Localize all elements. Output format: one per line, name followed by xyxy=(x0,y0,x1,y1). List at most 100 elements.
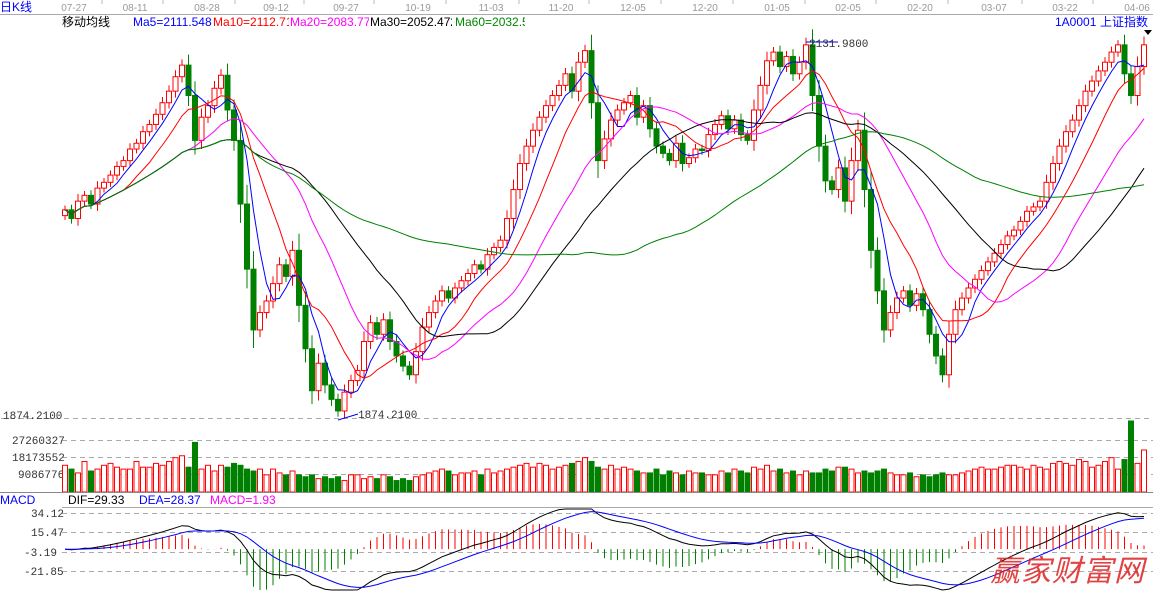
volume-bar xyxy=(582,457,588,493)
date-tick-label: 12-20 xyxy=(692,3,718,14)
candle-down xyxy=(842,167,848,202)
candle-up xyxy=(491,246,497,256)
period-label[interactable]: 日K线 xyxy=(0,0,32,14)
candle-down xyxy=(192,95,198,141)
volume-bar xyxy=(107,462,114,493)
candle-up xyxy=(686,157,692,165)
candle-up xyxy=(1030,206,1037,212)
date-tick-label: 08-11 xyxy=(123,3,148,14)
volume-bar xyxy=(289,470,296,493)
volume-bar xyxy=(400,478,406,493)
volume-bar xyxy=(341,480,348,493)
candle-down xyxy=(816,95,822,147)
macd-series xyxy=(64,508,1145,591)
candle-down xyxy=(244,203,250,270)
date-tick-label: 08-28 xyxy=(194,3,220,14)
candle-up xyxy=(166,90,172,104)
candle-up xyxy=(1134,66,1141,97)
candle-up xyxy=(952,309,959,335)
date-tick-label: 11-20 xyxy=(549,3,574,14)
ma20-value: Ma20=2083.776 xyxy=(290,15,377,29)
candle-up xyxy=(1063,131,1069,147)
volume-bar xyxy=(991,468,998,493)
volume-bar xyxy=(842,466,848,493)
candle-up xyxy=(1108,51,1115,63)
low-annotation-label: 1874.2100 xyxy=(358,410,417,422)
low-annotation: 1874.2100 xyxy=(337,410,417,422)
volume-bar xyxy=(88,470,94,493)
volume-bar xyxy=(634,470,640,493)
date-tick-label: 10-19 xyxy=(405,3,431,14)
volume-bar xyxy=(68,468,75,493)
candle-up xyxy=(1050,163,1056,183)
candle-up xyxy=(198,116,205,141)
volume-bar xyxy=(530,466,536,493)
candle-up xyxy=(341,391,348,412)
volume-bar xyxy=(348,474,354,493)
ma5-value: Ma5=2111.5480 xyxy=(133,15,219,29)
volume-bar xyxy=(250,470,257,493)
volume-bar xyxy=(679,474,686,493)
dea-line xyxy=(64,511,1145,588)
candle-up xyxy=(120,160,127,167)
dropdown-arrow-icon[interactable] xyxy=(1144,30,1152,35)
volume-bar xyxy=(335,476,341,493)
candle-down xyxy=(231,109,237,141)
candle-down xyxy=(660,145,666,154)
dif-value: DIF=29.33 xyxy=(68,493,125,507)
candle-up xyxy=(218,74,224,89)
volume-axis-label: 27260327 xyxy=(12,436,65,448)
candle-down xyxy=(237,139,244,205)
volume-bar xyxy=(731,468,738,493)
candle-down xyxy=(939,355,946,376)
volume-bar xyxy=(296,474,302,493)
volume-bar xyxy=(738,470,744,493)
candle-up xyxy=(536,116,543,131)
candle-up xyxy=(81,194,88,202)
volume-bar xyxy=(523,462,530,493)
ma20-line xyxy=(64,102,1145,360)
candle-down xyxy=(790,55,796,75)
candle-down xyxy=(393,341,400,357)
candle-down xyxy=(653,128,660,147)
volume-bar xyxy=(666,470,673,493)
volume-bar xyxy=(705,474,712,493)
volume-bar xyxy=(1128,420,1134,493)
indicator-label[interactable]: 移动均线 xyxy=(62,15,110,29)
volume-bar xyxy=(952,474,959,493)
candle-up xyxy=(530,129,536,147)
volume-bar xyxy=(933,474,939,493)
candle-up xyxy=(549,95,556,107)
candle-down xyxy=(1121,44,1128,75)
candle-up xyxy=(640,105,647,118)
candle-up xyxy=(1076,105,1082,121)
ma30-value: Ma30=2052.472 xyxy=(370,15,457,29)
volume-bar xyxy=(322,476,328,493)
candle-up xyxy=(978,270,985,280)
volume-bar xyxy=(101,464,107,493)
candle-up xyxy=(257,312,263,331)
candle-up xyxy=(848,160,855,202)
volume-bar xyxy=(868,472,874,493)
volume-bar xyxy=(998,466,1004,493)
volume-bar xyxy=(237,464,244,493)
candle-down xyxy=(868,189,874,251)
volume-bar xyxy=(413,476,419,493)
candle-down xyxy=(595,102,601,162)
candle-down xyxy=(874,249,881,292)
candle-up xyxy=(614,109,621,121)
volume-bar xyxy=(1134,462,1141,493)
volume-bar xyxy=(484,468,491,493)
volume-bar xyxy=(257,468,263,493)
date-axis-bar xyxy=(0,0,1153,14)
candle-up xyxy=(159,102,166,115)
volume-bar xyxy=(822,468,829,493)
candle-up xyxy=(1043,181,1050,202)
volume-bar xyxy=(1076,459,1082,493)
volume-bar xyxy=(133,460,140,493)
candle-up xyxy=(855,129,861,162)
volume-bar xyxy=(894,474,900,493)
candle-up xyxy=(562,73,569,86)
macd-label[interactable]: MACD xyxy=(0,493,36,507)
